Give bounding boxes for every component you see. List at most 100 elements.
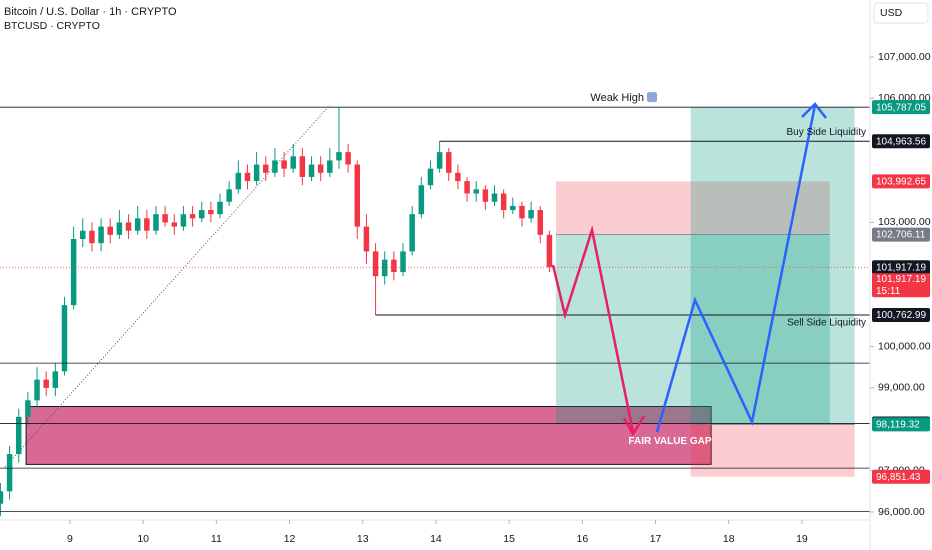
y-tick-label: 107,000.00 (878, 51, 931, 63)
candle-body (290, 156, 296, 169)
price-tag-box (872, 174, 930, 189)
price-tag: 102,706.11 (876, 230, 926, 241)
x-tick-label: 19 (796, 533, 808, 545)
candle-body (171, 222, 178, 227)
liquidity-label: Buy Side Liquidity (787, 127, 867, 138)
liquidity-label: Sell Side Liquidity (787, 318, 866, 329)
candle-body (446, 152, 452, 173)
candle-body (52, 371, 59, 388)
blue-arrowhead (801, 102, 827, 119)
x-tick-label: 12 (284, 533, 296, 545)
candle-body (198, 210, 205, 219)
candle-body (15, 416, 22, 455)
candle-body (336, 152, 342, 161)
candle-body (89, 230, 95, 244)
price-tag-box (872, 260, 930, 275)
candle-body (43, 379, 49, 388)
candle-body (519, 205, 525, 219)
candle-body (25, 400, 31, 417)
candle-body (217, 201, 223, 215)
price-tag: 101,917.19 (876, 262, 926, 273)
red-arrowhead (622, 415, 646, 437)
price-tag-box (872, 417, 930, 432)
candle-body (70, 238, 77, 306)
candle-body (80, 230, 86, 239)
currency-button[interactable] (873, 2, 929, 24)
last-price-label: 101,917.19 (876, 274, 926, 285)
candle-body (281, 160, 287, 169)
price-tag: 98,119.32 (876, 419, 920, 430)
candle-body (116, 222, 123, 235)
x-tick-label: 13 (357, 533, 369, 545)
price-tag: 103,992.65 (876, 177, 926, 188)
candle-body (510, 205, 516, 211)
x-tick-label: 15 (503, 533, 515, 545)
candle-body (153, 214, 159, 231)
candle-body (491, 193, 498, 202)
candle-body (107, 226, 113, 235)
chart-subtitle: BTCUSD · CRYPTO (4, 20, 100, 32)
candle-body (180, 214, 187, 227)
candle-body (455, 172, 461, 182)
candle-body (272, 160, 278, 173)
candle-body (61, 305, 68, 372)
x-tick-label: 10 (137, 533, 149, 545)
blue-projection (655, 104, 817, 433)
red-projection (551, 225, 635, 433)
fvg-label: FAIR VALUE GAP (628, 436, 711, 447)
candle-body (363, 226, 370, 252)
price-tag: 96,851.43 (876, 472, 921, 483)
candle-body (409, 214, 415, 252)
candle-body (400, 251, 406, 273)
fair-value-gap (25, 406, 712, 465)
candle-body (125, 222, 132, 231)
chart-title: Bitcoin / U.S. Dollar · 1h · CRYPTO (4, 6, 177, 18)
candle-body (189, 214, 196, 219)
candle-body (235, 172, 242, 190)
y-tick-label: 103,000.00 (878, 216, 931, 228)
position-stop-zone (555, 181, 830, 235)
candle-body (0, 491, 4, 504)
candle-body (372, 251, 379, 277)
candle-body (6, 454, 13, 492)
y-tick-label: 100,000.00 (878, 340, 931, 352)
x-tick-label: 11 (211, 533, 222, 545)
last-price-countdown: 15:11 (876, 286, 901, 297)
price-tag-box (872, 469, 930, 484)
price-tag-box (872, 227, 930, 242)
candle-body (208, 210, 214, 215)
candle-body (537, 210, 543, 235)
price-tag: 100,762.99 (876, 310, 926, 321)
weak-high-icon (647, 92, 657, 103)
candle-body (34, 379, 40, 401)
candle-body (144, 218, 150, 231)
candle-body (244, 172, 251, 182)
candle-body (226, 189, 232, 202)
price-tag-box (872, 100, 930, 115)
candle-body (391, 259, 397, 273)
currency-label[interactable]: USD (880, 7, 903, 19)
y-tick-label: 99,000.00 (878, 382, 925, 394)
candle-body (253, 164, 260, 182)
candle-body (546, 234, 553, 268)
candle-body (528, 210, 534, 219)
price-tag-box (872, 307, 930, 322)
candle-body (418, 185, 425, 215)
price-tag-box (872, 134, 930, 149)
candle-body (381, 259, 388, 277)
candle-body (299, 156, 306, 177)
x-tick-label: 17 (650, 533, 662, 545)
candle-body (134, 218, 141, 231)
x-tick-label: 18 (723, 533, 735, 545)
x-tick-label: 16 (576, 533, 588, 545)
y-tick-label: 96,000.00 (878, 506, 925, 518)
price-tag: 104,963.56 (876, 136, 926, 147)
candle-body (317, 164, 324, 173)
last-price-box (872, 273, 930, 298)
position-target-zone (690, 107, 855, 425)
candle-body (308, 164, 315, 177)
candle-body (482, 189, 489, 202)
candle-body (354, 164, 361, 227)
candle-body (263, 164, 269, 173)
